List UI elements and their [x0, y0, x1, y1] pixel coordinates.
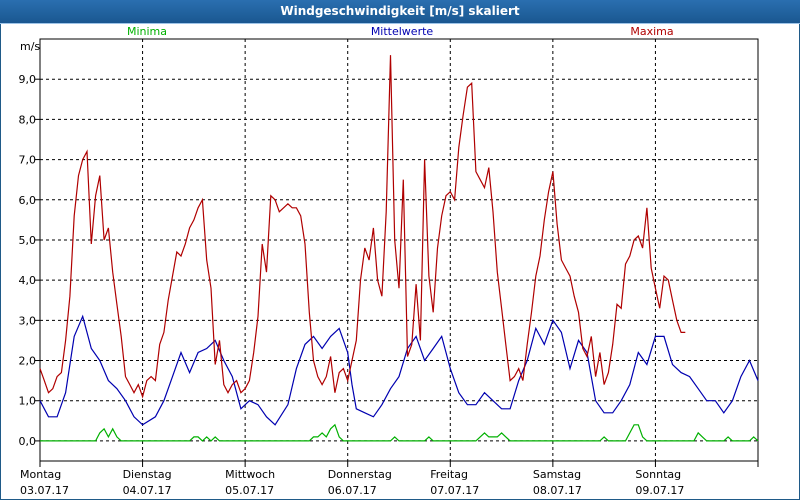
y-tick-label: 1,0 [19, 395, 37, 408]
x-date-label: 09.07.17 [635, 484, 684, 497]
x-date-label: 03.07.17 [20, 484, 69, 497]
x-day-label: Donnerstag [328, 468, 392, 481]
legend-minima: Minima [127, 25, 167, 38]
x-date-label: 05.07.17 [225, 484, 274, 497]
y-axis-unit: m/s [20, 40, 40, 53]
x-axis-ticks: Montag 03.07.17 Dienstag 04.07.17 Mittwoch 05… [20, 461, 759, 497]
legend-maxima: Maxima [630, 25, 673, 38]
y-axis-ticks: 0,0 1,0 2,0 3,0 4,0 5,0 6,0 7,0 8,0 9,0 [19, 73, 40, 448]
series-line-maxima [39, 55, 686, 399]
y-tick-label: 6,0 [19, 194, 37, 207]
x-day-label: Dienstag [123, 468, 172, 481]
y-tick-label: 8,0 [19, 113, 37, 126]
y-tick-label: 5,0 [19, 234, 37, 247]
x-date-label: 06.07.17 [328, 484, 377, 497]
plot-area [39, 38, 759, 462]
series-line-minima [40, 423, 759, 442]
x-date-label: 08.07.17 [533, 484, 582, 497]
x-date-label: 04.07.17 [123, 484, 172, 497]
series-lines [39, 55, 759, 442]
grid-lines [40, 39, 758, 461]
series-line-mittelwerte [39, 314, 759, 426]
y-tick-label: 2,0 [19, 355, 37, 368]
x-day-label: Sonntag [635, 468, 681, 481]
y-tick-label: 9,0 [19, 73, 37, 86]
x-day-label: Montag [20, 468, 61, 481]
y-tick-label: 0,0 [19, 435, 37, 448]
x-day-label: Freitag [430, 468, 468, 481]
y-tick-label: 4,0 [19, 274, 37, 287]
legend-mittelwerte: Mittelwerte [371, 25, 434, 38]
y-tick-label: 3,0 [19, 314, 37, 327]
x-date-label: 07.07.17 [430, 484, 479, 497]
y-tick-label: 7,0 [19, 154, 37, 167]
x-day-label: Mittwoch [225, 468, 275, 481]
window-title: Windgeschwindigkeit [m/s] skaliert [0, 0, 800, 24]
x-day-label: Samstag [533, 468, 581, 481]
